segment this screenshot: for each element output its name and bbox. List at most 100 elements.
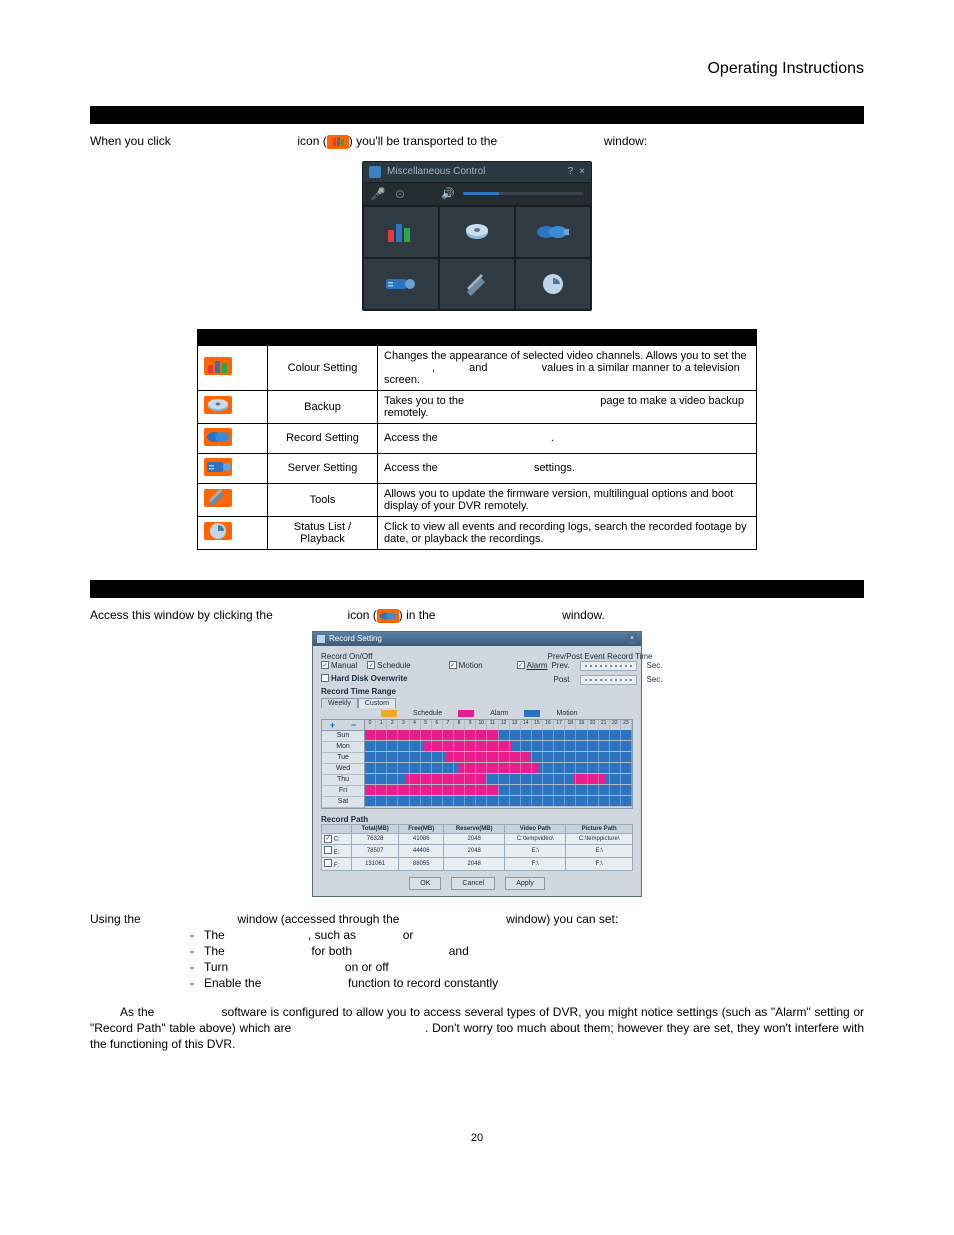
cell-server-setting[interactable]	[363, 258, 439, 310]
cell-tools[interactable]	[439, 258, 515, 310]
row-name: Record Setting	[268, 423, 378, 453]
close-button[interactable]: ×	[579, 166, 585, 177]
page-number: 20	[90, 1132, 864, 1144]
day-label: Fri	[322, 786, 364, 797]
note-para: As the software is configured to allow y…	[90, 1004, 864, 1053]
label-record-path: Record Path	[321, 815, 633, 824]
prev-dotbox[interactable]	[580, 661, 637, 671]
path-header: Picture Path	[566, 824, 633, 833]
schedule-row[interactable]	[365, 730, 632, 741]
row-icon	[204, 522, 232, 540]
schedule-grid: + − SunMonTueWedThuFriSat 01234567891011…	[321, 719, 633, 809]
misc-title: Miscellaneous Control	[387, 166, 485, 177]
ok-button[interactable]: OK	[409, 877, 441, 890]
path-checkbox[interactable]	[324, 859, 332, 867]
schedule-row[interactable]	[365, 741, 632, 752]
schedule-row[interactable]	[365, 774, 632, 785]
chk-alarm[interactable]: ✓Alarm	[517, 661, 548, 670]
s2-p1: Access this window by clicking the	[90, 608, 273, 622]
table-row: Record SettingAccess the .	[198, 423, 757, 453]
row-icon	[204, 489, 232, 507]
list-item: The , such as or	[190, 927, 864, 943]
record-path-table: Total(MB)Free(MB)Reserve(MB)Video PathPi…	[321, 824, 633, 871]
list-item: Enable the function to record constantly	[190, 975, 864, 991]
row-icon	[204, 428, 232, 446]
row-icon	[204, 357, 232, 375]
disc-icon[interactable]: ⊙	[393, 187, 407, 201]
misc-titlebar: Miscellaneous Control ? ×	[363, 162, 591, 183]
record-setting-icon	[536, 222, 570, 242]
backup-icon	[462, 220, 492, 244]
add-button[interactable]: +	[322, 720, 343, 730]
path-row: ✓ C:76328410862048C:\tempvideo\C:\temppi…	[322, 833, 633, 844]
table-row: Server SettingAccess the settings.	[198, 453, 757, 483]
table-row: Colour SettingChanges the appearance of …	[198, 345, 757, 390]
intro-prefix: When you click	[90, 134, 171, 148]
legend-label: Motion	[556, 710, 577, 717]
rec-titlebar-icon	[317, 635, 325, 643]
plus-minus: + −	[322, 720, 364, 731]
row-desc: Takes you to the page to make a video ba…	[378, 390, 757, 423]
schedule-row[interactable]	[365, 785, 632, 796]
remove-button[interactable]: −	[343, 720, 364, 730]
mic-icon[interactable]: 🎤	[371, 187, 385, 201]
speaker-icon[interactable]: 🔊	[441, 187, 455, 200]
lbl-sec1: Sec.	[647, 661, 663, 670]
day-label: Sun	[322, 731, 364, 742]
using-line: Using the window (accessed through the w…	[90, 911, 864, 927]
legend-label: Schedule	[413, 710, 442, 717]
day-label: Thu	[322, 775, 364, 786]
help-button[interactable]: ?	[568, 166, 574, 177]
chk-hdo[interactable]: Hard Disk Overwrite	[321, 674, 407, 683]
cell-status[interactable]	[515, 258, 591, 310]
table-row: BackupTakes you to the page to make a vi…	[198, 390, 757, 423]
lbl-sec2: Sec.	[647, 675, 663, 684]
apply-button[interactable]: Apply	[505, 877, 545, 890]
list-item: Turn on or off	[190, 959, 864, 975]
path-row: E:78507444062048E:\E:\	[322, 844, 633, 857]
misc-grid	[363, 205, 591, 310]
misc-toolbar: 🎤 ⊙ 🔊	[363, 183, 591, 205]
rec-titlebar: Record Setting ×	[313, 632, 641, 646]
day-label: Tue	[322, 753, 364, 764]
legend-swatch	[458, 710, 474, 717]
row-name: Backup	[268, 390, 378, 423]
tab-custom[interactable]: Custom	[358, 698, 396, 708]
tab-weekly[interactable]: Weekly	[321, 698, 358, 708]
day-label: Mon	[322, 742, 364, 753]
cell-record-setting[interactable]	[515, 206, 591, 258]
path-header	[322, 824, 352, 833]
post-dotbox[interactable]	[580, 675, 637, 685]
rec-buttons: OK Cancel Apply	[321, 877, 633, 890]
schedule-row[interactable]	[365, 752, 632, 763]
tools-icon	[463, 272, 491, 296]
lbl-schedule: Schedule	[377, 661, 410, 670]
schedule-row[interactable]	[365, 763, 632, 774]
page: Operating Instructions When you click ic…	[0, 0, 954, 1184]
path-checkbox[interactable]: ✓	[324, 835, 332, 843]
record-icon-inline	[377, 609, 399, 623]
schedule-row[interactable]	[365, 796, 632, 807]
row-desc: Allows you to update the firmware versio…	[378, 483, 757, 516]
lbl-manual: Manual	[331, 661, 357, 670]
status-icon	[538, 272, 568, 296]
cell-color-setting[interactable]	[363, 206, 439, 258]
row-desc: Click to view all events and recording l…	[378, 516, 757, 549]
intro-suffix: window:	[604, 134, 647, 148]
rec-close-button[interactable]: ×	[627, 634, 637, 644]
path-header: Free(MB)	[399, 824, 444, 833]
s2-p3: ) in the	[399, 608, 436, 622]
volume-slider[interactable]	[463, 192, 583, 195]
chk-manual[interactable]: ✓Manual	[321, 661, 357, 670]
cancel-button[interactable]: Cancel	[451, 877, 495, 890]
cell-backup[interactable]	[439, 206, 515, 258]
chk-schedule[interactable]: ✓Schedule	[367, 661, 410, 670]
row-name: Tools	[268, 483, 378, 516]
chk-motion[interactable]: ✓Motion	[449, 661, 483, 670]
path-checkbox[interactable]	[324, 846, 332, 854]
intro-mid: ) you'll be transported to the	[349, 134, 497, 148]
s2-p2: icon (	[347, 608, 376, 622]
bt-l1a: Using the	[90, 912, 141, 926]
record-setting-window: Record Setting × Record On/Off ✓Manual ✓…	[312, 631, 642, 897]
lbl-hdo: Hard Disk Overwrite	[331, 674, 407, 683]
